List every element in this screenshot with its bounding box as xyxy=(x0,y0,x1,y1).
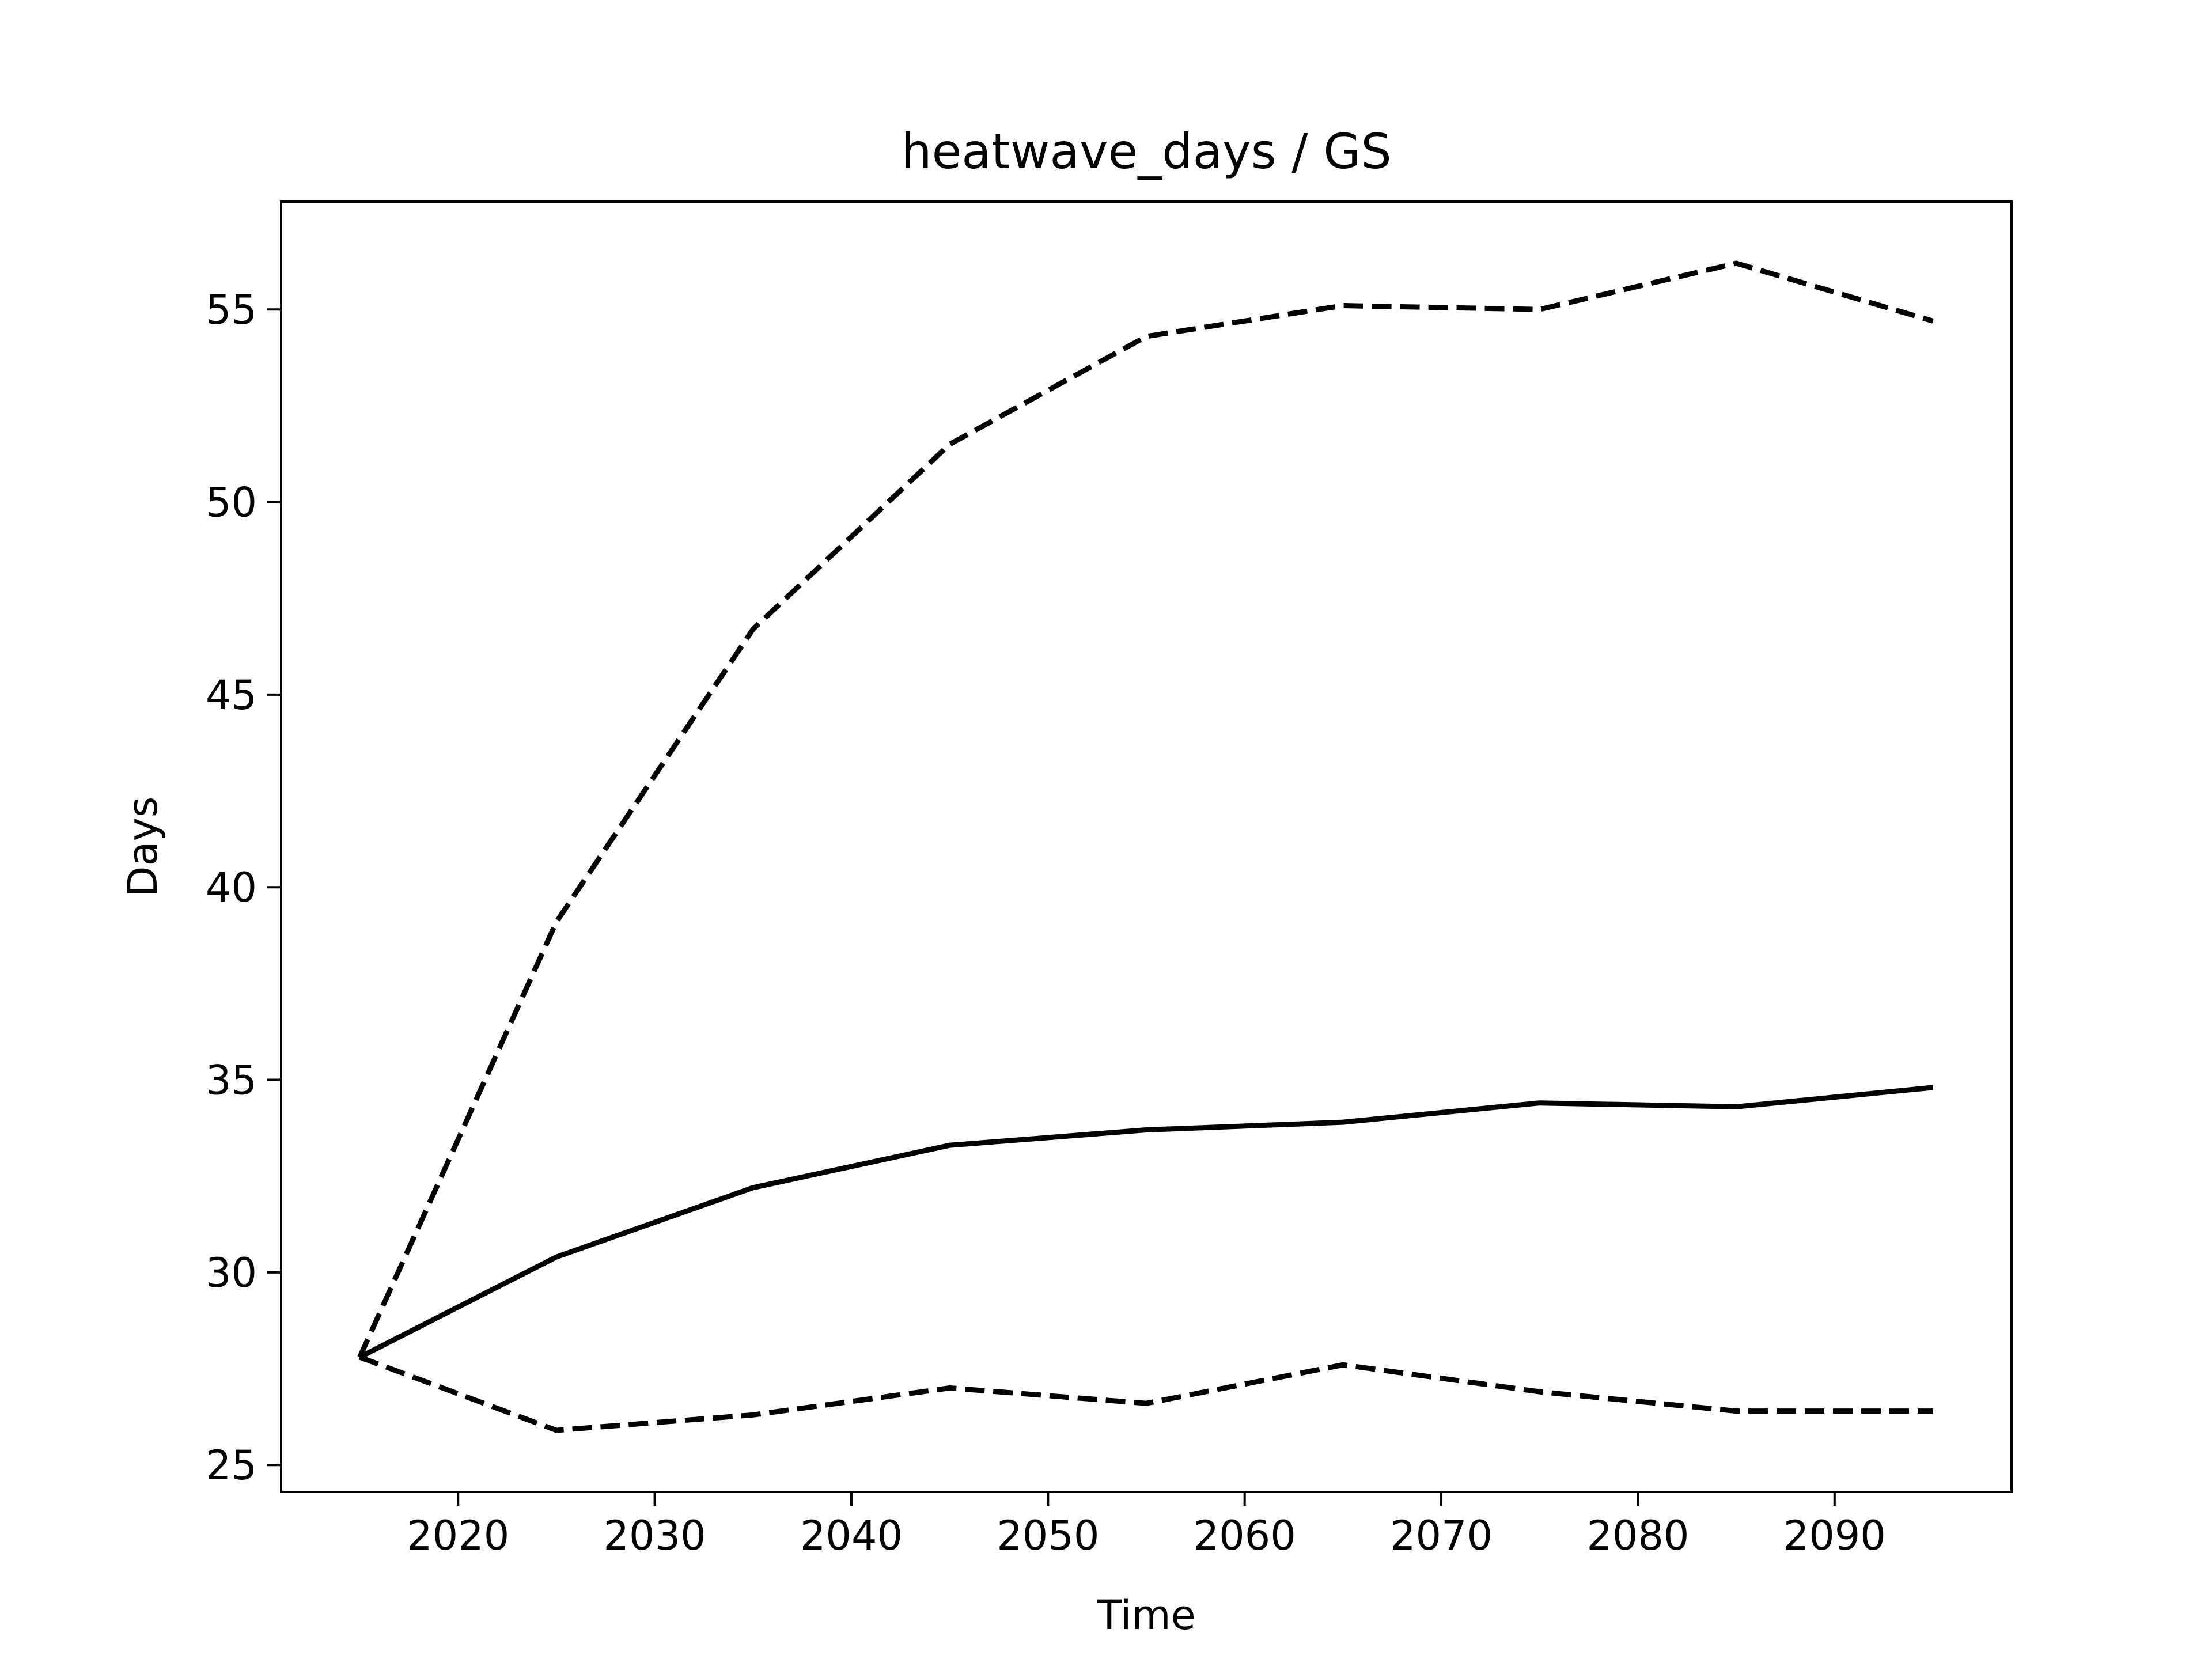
x-tick-label: 2040 xyxy=(800,1512,903,1559)
series-line-2 xyxy=(357,260,1934,1358)
x-tick-label: 2070 xyxy=(1390,1512,1493,1559)
x-tick-label: 2080 xyxy=(1586,1512,1689,1559)
x-tick-label: 2090 xyxy=(1783,1512,1886,1559)
x-tick-label: 2020 xyxy=(407,1512,509,1559)
x-tick-label: 2050 xyxy=(997,1512,1099,1559)
y-tick-label: 35 xyxy=(206,1057,257,1104)
plot-area-frame xyxy=(280,200,2013,1493)
series-line-1 xyxy=(358,1085,1933,1360)
y-axis-ticks: 25 30 35 40 45 50 55 xyxy=(206,286,281,1489)
y-tick-label: 25 xyxy=(206,1442,257,1489)
x-tick-label: 2030 xyxy=(604,1512,706,1559)
x-axis-label: Time xyxy=(1096,1592,1195,1639)
y-tick-label: 40 xyxy=(206,864,257,911)
y-tick-label: 50 xyxy=(206,479,257,527)
series-layer xyxy=(357,260,1934,1433)
y-tick-label: 45 xyxy=(206,672,257,719)
y-tick-label: 55 xyxy=(206,286,257,334)
x-axis-ticks: 2020 2030 2040 2050 2060 2070 2080 2090 xyxy=(407,1492,1886,1559)
y-axis-label: Days xyxy=(119,797,166,897)
x-tick-label: 2060 xyxy=(1194,1512,1296,1559)
series-line-3 xyxy=(358,1354,1933,1433)
chart-title: heatwave_days / GS xyxy=(901,123,1391,180)
y-tick-label: 30 xyxy=(206,1249,257,1297)
